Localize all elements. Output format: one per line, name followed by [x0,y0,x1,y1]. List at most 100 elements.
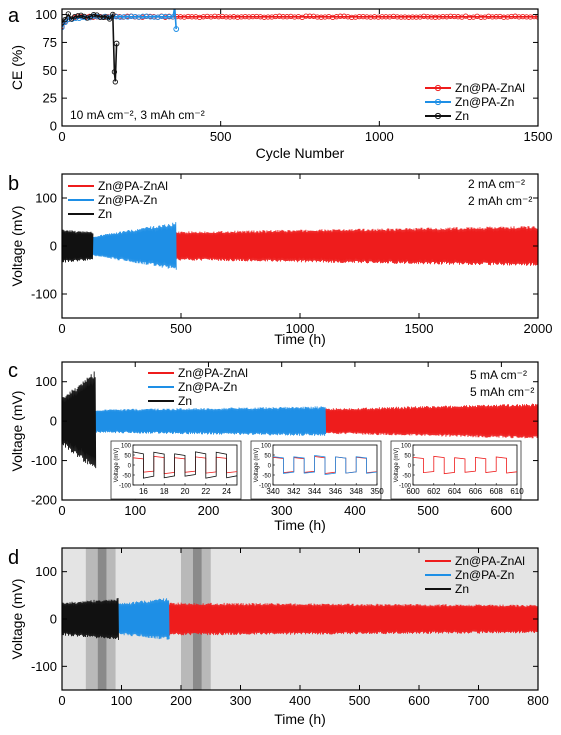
inset-x-tick-label: 18 [160,487,169,496]
inset-x-tick-label: 24 [222,487,231,496]
series-trace-blue [94,406,327,436]
data-point-blue [166,14,172,20]
data-point-red [261,14,267,20]
data-point-blue [173,9,176,10]
data-point-red [497,13,503,20]
data-point-red [196,14,203,21]
data-point-blue [140,13,146,19]
inset-x-tick-label: 340 [266,487,280,496]
inset-y-title: Voltage (mV) [114,448,120,483]
inset-trace-red [412,455,518,475]
data-point-red [174,13,180,20]
legend-label: Zn@PA-Zn [455,568,514,582]
data-point-red [409,14,416,20]
data-point-red [406,14,412,20]
data-point-red [234,14,241,20]
x-tick-label: 400 [344,503,366,518]
y-tick-label: -200 [31,493,57,508]
legend-label: Zn@PA-Zn [178,380,237,394]
data-point-blue [162,13,169,20]
data-point-red [527,14,534,20]
data-point-red [219,13,226,20]
data-point-red [421,13,427,19]
inset-y-tick-label: 100 [401,444,412,450]
x-tick-label: 500 [210,129,232,144]
x-tick-label: 300 [271,503,293,518]
data-point-blue [155,14,161,20]
data-point-red [425,14,431,20]
data-point-red [333,14,340,20]
series-trace-red [173,226,538,266]
data-point-blue [136,14,142,20]
data-point-red [307,13,313,19]
data-point-black [113,40,120,47]
data-point-black [111,69,118,75]
inset-y-tick-label: 50 [264,454,271,460]
data-point-red [352,14,359,20]
y-tick-label: -100 [31,287,57,302]
panel-a: 0 500 1000 1500 0 25 50 75 100 Cycle Number CE (%)… [8,5,552,161]
y-tick-label: 0 [50,414,57,429]
y-tick-label: 25 [43,91,57,106]
panel-letter: c [8,360,18,382]
data-point-red [375,14,381,20]
y-tick-label: 0 [50,612,57,627]
data-point-blue [173,26,180,32]
legend-label: Zn [455,582,469,596]
data-point-red [394,14,400,20]
inset-y-tick-label: -100 [119,484,132,490]
legend-label: Zn@PA-ZnAl [178,366,248,380]
y-axis-title: Voltage (mV) [9,206,25,287]
data-point-black [72,13,78,20]
data-point-red [253,13,260,20]
data-point-red [272,13,279,20]
inset-x-tick-label: 22 [201,487,210,496]
data-point-red [440,13,446,20]
inset-y-title: Voltage (mV) [394,448,400,483]
x-tick-label: 500 [170,321,192,336]
y-tick-label: 0 [50,119,57,134]
x-tick-label: 0 [58,129,65,144]
data-point-black [106,16,113,22]
data-point-red [451,13,457,20]
data-point-red [444,14,450,20]
inset-x-tick-label: 602 [427,487,441,496]
x-tick-label: 600 [408,693,430,708]
x-tick-label: 1500 [405,321,434,336]
data-point-red [520,13,526,20]
condition-annotation-0: 2 mA cm⁻² [468,177,525,191]
inset-x-tick-label: 348 [350,487,364,496]
data-point-black [112,79,118,85]
data-point-red [489,14,496,20]
plot-frame [61,8,539,127]
data-point-black [100,14,106,20]
y-axis-title: CE (%) [9,45,25,90]
panel-b: 0 500 1000 1500 2000 -100 0 100 Time (h) Voltage … [8,173,552,347]
inset-y-tick-label: -50 [402,474,411,480]
data-point-red [330,14,336,21]
plot-area [62,371,538,469]
data-point-red [364,14,370,20]
legend-label: Zn@PA-ZnAl [455,554,525,568]
data-point-red [428,14,435,20]
series-trace-blue [90,222,177,270]
data-point-blue [132,13,138,20]
x-tick-label: 1000 [286,321,315,336]
inset-x-tick-label: 606 [469,487,483,496]
x-tick-label: 600 [491,503,513,518]
x-tick-label: 0 [58,321,65,336]
data-point-blue [117,14,123,20]
data-point-black [84,15,91,21]
legend-marker-red [434,84,442,92]
y-tick-label: -100 [31,453,57,468]
data-point-red [516,14,522,20]
panel-letter: a [8,5,20,27]
x-axis-title: Time (h) [274,517,326,533]
data-point-red [485,13,492,19]
inset-y-tick-label: 100 [261,444,272,450]
data-point-red [371,14,378,20]
inset-y-tick-label: 0 [128,464,132,470]
data-point-red [291,14,298,20]
